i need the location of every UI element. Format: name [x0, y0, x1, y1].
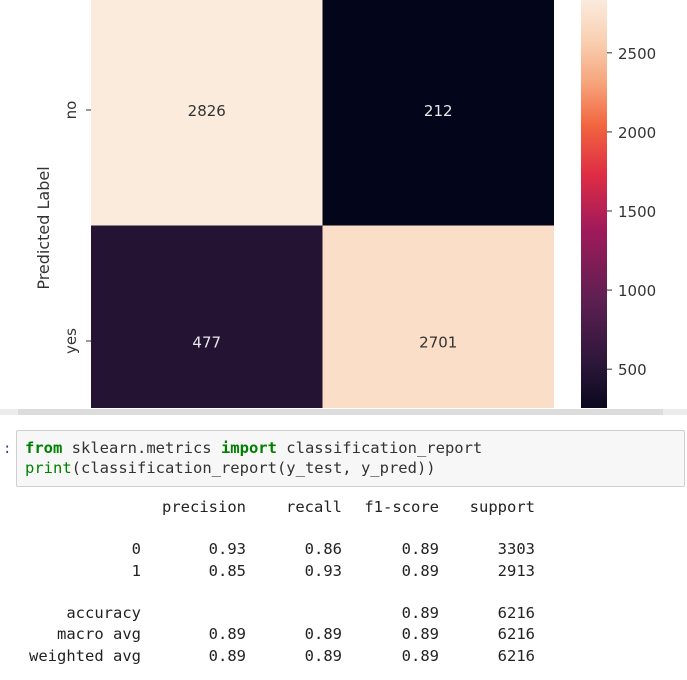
cell-recall: 0.86 — [304, 540, 342, 558]
colorbar-tick-label: 1500 — [618, 203, 656, 221]
cell-f1-score: 0.89 — [401, 540, 439, 558]
heatmap-cells: 2826 212 477 2701 — [91, 0, 554, 416]
module-name: sklearn.metrics — [62, 439, 221, 457]
cell-recall: 0.89 — [304, 647, 342, 665]
cell-f1-score: 0.89 — [401, 604, 439, 622]
colorbar: 2500 2000 1500 1000 500 — [581, 0, 656, 416]
y-axis: no yes Predicted Label — [34, 101, 91, 354]
heatmap-cell — [91, 0, 323, 226]
row-label: 0 — [131, 540, 141, 558]
scroll-thumb[interactable] — [18, 409, 669, 415]
cell-recall: 0.93 — [304, 562, 342, 580]
colorbar-gradient — [581, 0, 607, 416]
heatmap-cell-annotation: 2701 — [419, 333, 457, 351]
row-label: 1 — [131, 562, 141, 580]
y-tick-label-no: no — [62, 101, 80, 120]
keyword-import: import — [220, 439, 277, 457]
cell-support: 6216 — [497, 604, 535, 622]
cell-precision: 0.85 — [208, 562, 246, 580]
cell-f1-score: 0.89 — [401, 625, 439, 643]
cell-support: 2913 — [497, 562, 535, 580]
header-f1-score: f1-score — [364, 498, 439, 516]
heatmap-cell — [91, 225, 323, 416]
report-row: 0 0.93 0.86 0.89 3303 — [0, 540, 687, 560]
builtin-print: print — [25, 459, 72, 477]
scroll-left-arrow[interactable] — [0, 409, 24, 415]
colorbar-tick-label: 2500 — [618, 45, 656, 63]
print-args: (classification_report(y_test, y_pred)) — [71, 459, 436, 477]
cell-precision: 0.93 — [208, 540, 246, 558]
import-name: classification_report — [276, 439, 483, 457]
code-line-1: from sklearn.metrics import classificati… — [25, 438, 482, 458]
cell-f1-score: 0.89 — [401, 562, 439, 580]
report-row: weighted avg 0.89 0.89 0.89 6216 — [0, 647, 687, 667]
y-tick-label-yes: yes — [62, 328, 80, 354]
code-line-2: print(classification_report(y_test, y_pr… — [25, 458, 436, 478]
header-precision: precision — [162, 498, 246, 516]
heatmap-cell-annotation: 477 — [192, 333, 221, 351]
scroll-right-arrow[interactable] — [663, 409, 687, 415]
cell-support: 6216 — [497, 647, 535, 665]
code-cell[interactable]: : from sklearn.metrics import classifica… — [0, 424, 687, 492]
report-row: macro avg 0.89 0.89 0.89 6216 — [0, 625, 687, 645]
classification-report-output: precision recall f1-score support 0 0.93 0… — [0, 496, 687, 680]
report-row: accuracy 0.89 6216 — [0, 604, 687, 624]
row-label: macro avg — [57, 625, 141, 643]
header-recall: recall — [286, 498, 342, 516]
row-label: accuracy — [66, 604, 141, 622]
cell-precision: 0.89 — [208, 625, 246, 643]
heatmap-cell — [322, 225, 554, 416]
confusion-matrix-output: 2826 212 477 2701 no yes Predicted Label 25… — [0, 0, 687, 416]
cell-support: 6216 — [497, 625, 535, 643]
output-horizontal-scrollbar[interactable] — [0, 408, 687, 416]
y-axis-label: Predicted Label — [34, 166, 53, 289]
heatmap-cell-annotation: 212 — [424, 102, 453, 120]
colorbar-tick-label: 2000 — [618, 124, 656, 142]
colorbar-tick-label: 1000 — [618, 282, 656, 300]
cell-prompt: : — [3, 441, 12, 457]
heatmap-cell-annotation: 2826 — [188, 102, 226, 120]
header-support: support — [469, 498, 535, 516]
report-header-row: precision recall f1-score support — [0, 498, 687, 518]
row-label: weighted avg — [29, 647, 141, 665]
cell-precision: 0.89 — [208, 647, 246, 665]
cell-f1-score: 0.89 — [401, 647, 439, 665]
keyword-from: from — [25, 439, 63, 457]
heatmap-cell — [322, 0, 554, 226]
colorbar-tick-label: 500 — [618, 361, 647, 379]
cell-support: 3303 — [497, 540, 535, 558]
cell-recall: 0.89 — [304, 625, 342, 643]
report-row: 1 0.85 0.93 0.89 2913 — [0, 562, 687, 582]
code-editor[interactable]: from sklearn.metrics import classificati… — [16, 430, 685, 487]
confusion-matrix-heatmap: 2826 212 477 2701 no yes Predicted Label 25… — [34, 0, 656, 416]
